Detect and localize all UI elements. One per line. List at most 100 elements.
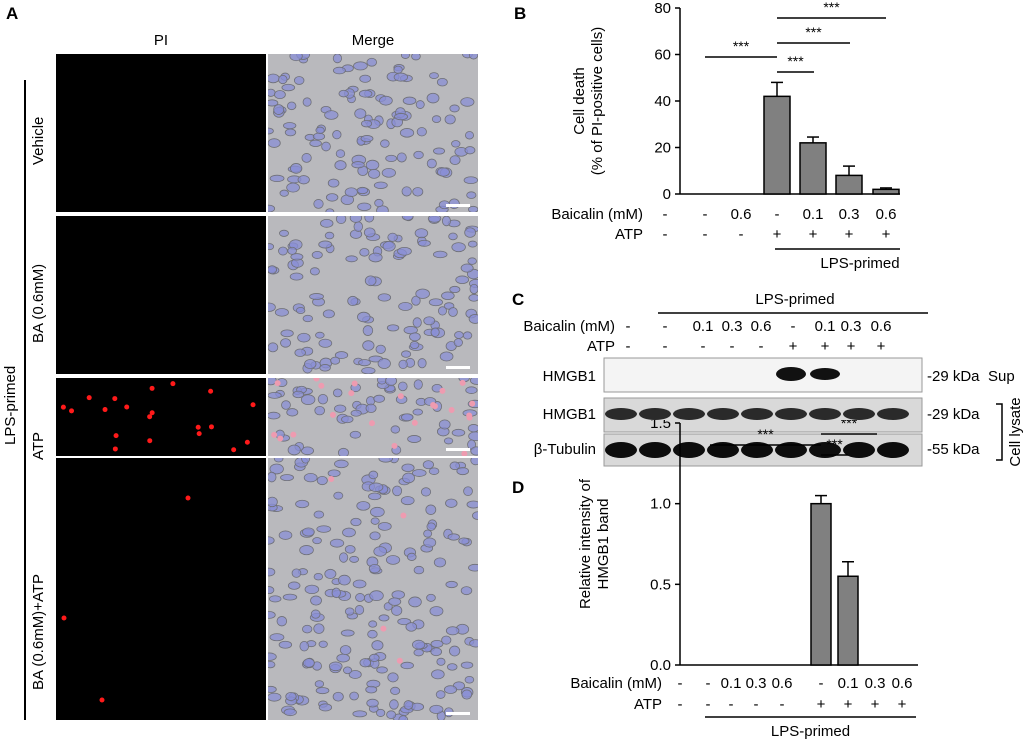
cell-nucleus [334,459,349,469]
cell-nucleus [448,645,461,657]
cell-nucleus [417,239,431,247]
significance-label: *** [733,38,750,54]
cell-nucleus [409,341,420,350]
cell-nucleus [401,186,412,197]
cell-nucleus [429,704,444,714]
pi-merged-cell [380,625,387,632]
cell-nucleus [366,57,377,67]
cell-nucleus [313,199,324,209]
cell-nucleus [304,359,317,370]
chart-b: 0 20 40 60 80 Cell death (% of PI-positive cel… [551,0,900,272]
cell-nucleus [302,527,315,537]
cell-nucleus [460,97,475,107]
atp-value: - [730,338,735,355]
cell-nucleus [447,533,460,541]
cell-nucleus [268,138,281,148]
cell-nucleus [286,101,297,111]
hmgb1-band [673,408,705,420]
cell-nucleus [416,127,427,137]
cell-nucleus [268,586,275,595]
cell-nucleus [402,472,415,484]
atp-value: - [701,338,706,355]
lysate-bracket [996,403,1003,461]
baicalin-row-label: Baicalin (mM) [523,318,615,335]
hmgb1-band [809,408,841,420]
cell-nucleus [466,191,477,199]
tubulin-band [673,442,705,458]
cell-nucleus [426,92,440,104]
baicalin-value: 0.1 [838,675,859,692]
cell-nucleus [376,708,386,717]
cell-nucleus [441,291,455,301]
cell-nucleus [289,54,303,62]
cell-nucleus [468,563,478,572]
hmgb1-band [810,368,840,380]
tubulin-band [877,442,909,458]
cell-nucleus [445,626,460,636]
cell-nucleus [315,331,325,339]
baicalin-value: 0.1 [803,206,824,223]
baicalin-value: - [819,675,824,692]
atp-value: + [845,226,854,243]
cell-nucleus [312,537,322,545]
kda-label: -55 kDa [927,441,980,458]
cell-nucleus [268,567,276,577]
cell-nucleus [335,216,347,225]
cell-nucleus [414,228,429,239]
cell-nucleus [359,248,370,257]
cell-nucleus [387,672,399,683]
kda-label: -29 kDa [927,368,980,385]
cell-nucleus [449,461,461,471]
cell-nucleus [314,680,325,688]
cell-nucleus [428,298,443,307]
cell-nucleus [334,160,347,171]
cell-nucleus [325,208,335,212]
bar [763,95,791,195]
cell-nucleus [469,378,478,385]
cell-nucleus [354,605,365,615]
cell-nucleus [449,104,460,113]
cell-nucleus [422,460,434,470]
cell-nucleus [426,522,436,531]
tubulin-band [605,442,637,458]
tubulin-band [775,442,807,458]
atp-row-label: ATP [615,226,643,243]
cell-nucleus [345,255,358,263]
cell-nucleus [463,486,473,497]
atp-value: - [780,696,785,713]
cell-nucleus [268,302,276,312]
cell-nucleus [289,272,304,281]
cell-nucleus [268,660,276,669]
row-label-ba-atp: BA (0.6mM)+ATP [30,573,47,690]
pi-positive-cell [102,407,108,413]
cell-nucleus [430,327,440,337]
cell-nucleus [464,146,476,155]
y-axis-label: (% of PI-positive cells) [589,27,606,175]
atp-value: - [663,338,668,355]
cell-nucleus [427,216,442,223]
y-axis-label: HMGB1 band [595,499,612,590]
cell-nucleus [302,314,313,323]
pi-positive-cell [112,396,118,402]
cell-nucleus [344,545,356,554]
cell-nucleus [470,446,478,456]
baicalin-value: - [791,318,796,335]
cell-nucleus [358,359,371,367]
cell-nucleus [356,186,369,195]
cell-nucleus [278,246,288,256]
pi-merged-cell [400,512,407,519]
cell-nucleus [400,54,410,59]
cell-nucleus [342,527,356,538]
cell-nucleus [358,89,373,98]
cell-nucleus [449,285,461,294]
cell-nucleus [399,128,415,138]
cell-nucleus [287,444,301,456]
cell-nucleus [330,356,341,365]
cell-nucleus [439,351,454,362]
baicalin-value: 0.1 [721,675,742,692]
cell-nucleus [369,590,384,602]
pi-positive-cell [147,414,153,420]
cell-nucleus [407,435,422,443]
cell-nucleus [318,703,333,712]
cell-nucleus [268,692,282,702]
